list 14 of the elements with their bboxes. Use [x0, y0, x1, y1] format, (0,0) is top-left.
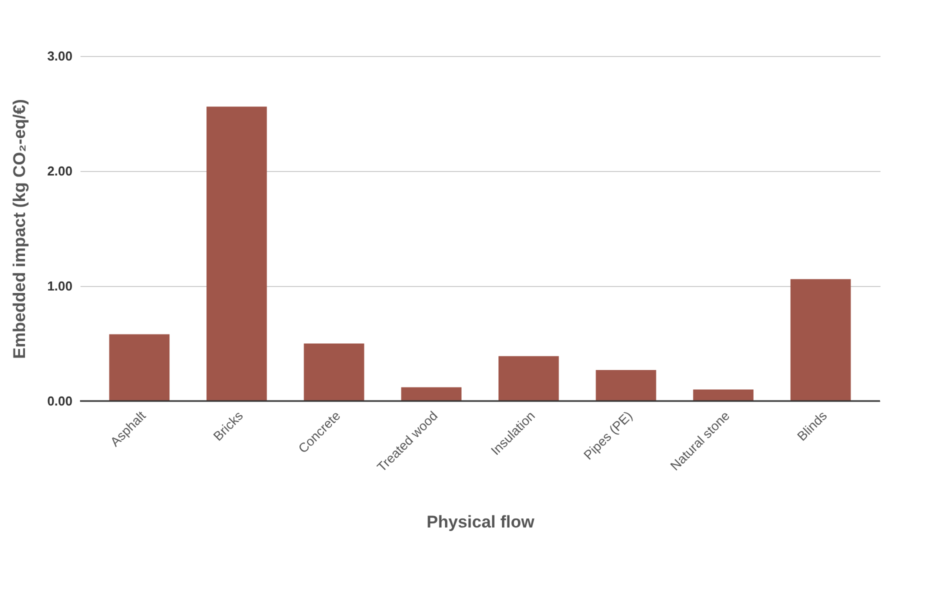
- y-tick-label: 0.00: [47, 394, 72, 408]
- y-tick-label: 3.00: [47, 48, 72, 64]
- bar: [401, 387, 462, 401]
- bar: [693, 390, 754, 401]
- bar: [596, 370, 656, 401]
- y-axis-title: Embedded impact (kg CO₂-eq/€): [10, 99, 30, 359]
- y-tick-label: 1.00: [47, 278, 72, 294]
- x-axis-title: Physical flow: [426, 512, 536, 532]
- bar: [790, 279, 851, 401]
- bar: [109, 334, 170, 401]
- y-tick-label: 2.00: [47, 164, 72, 178]
- bar: [304, 344, 364, 401]
- bar: [498, 356, 559, 401]
- bar: [206, 106, 267, 401]
